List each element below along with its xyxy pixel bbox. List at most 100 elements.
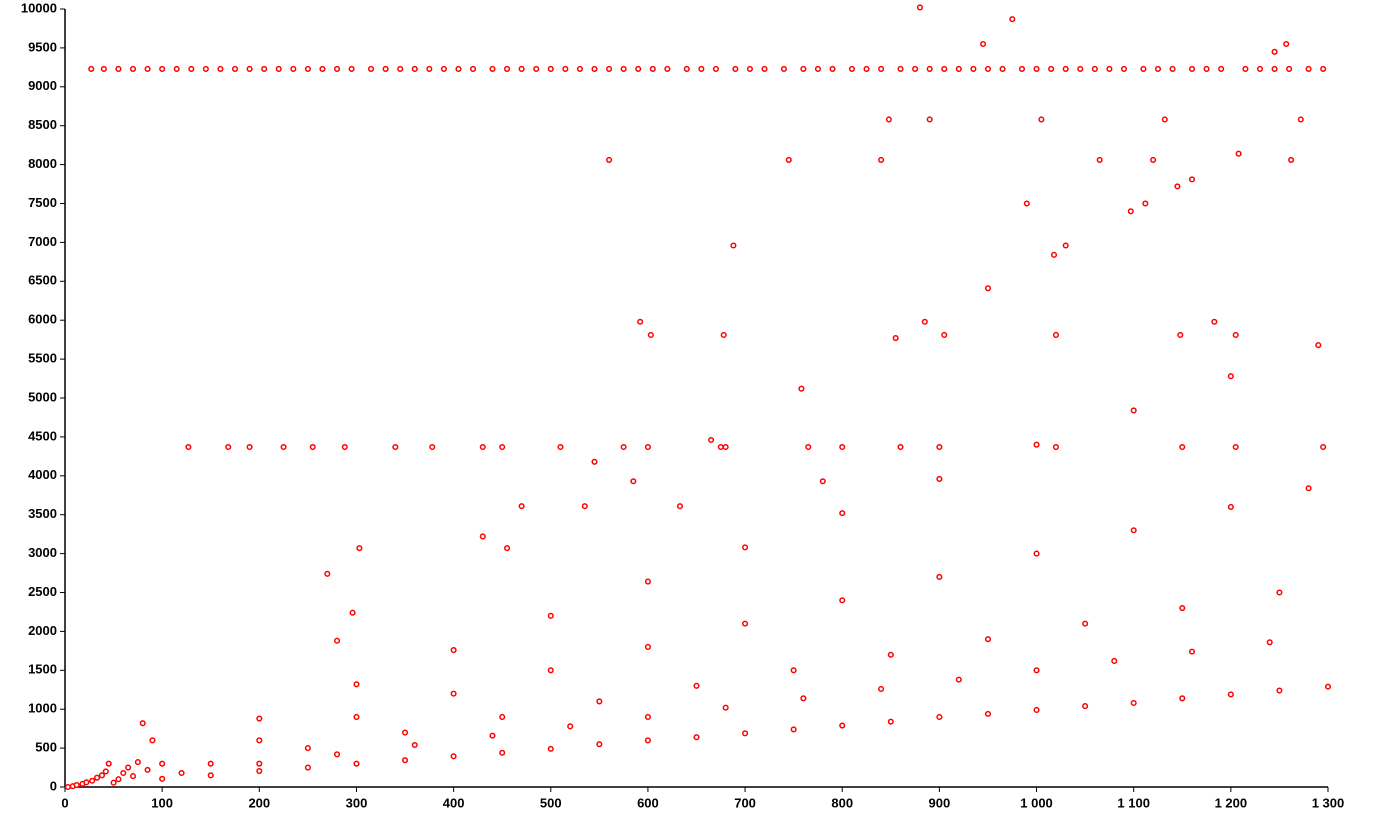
- point: [1023, 200, 1030, 207]
- point: [635, 65, 642, 72]
- point: [730, 242, 737, 249]
- y-tick-label: 500: [35, 740, 57, 755]
- y-tick-label: 3000: [28, 545, 57, 560]
- point: [1062, 65, 1069, 72]
- point: [185, 443, 192, 451]
- point: [878, 156, 885, 163]
- point: [897, 65, 904, 72]
- point: [1256, 65, 1264, 72]
- point: [1305, 65, 1312, 72]
- point: [367, 65, 375, 72]
- point: [479, 443, 486, 451]
- point: [98, 772, 105, 779]
- point: [1288, 156, 1295, 163]
- point: [790, 667, 797, 674]
- point: [401, 757, 409, 764]
- point: [450, 690, 457, 697]
- point: [411, 741, 418, 749]
- point: [596, 741, 603, 748]
- point: [1324, 683, 1332, 690]
- point: [144, 65, 151, 72]
- point: [356, 545, 363, 552]
- point: [73, 782, 80, 789]
- point: [341, 443, 348, 451]
- point: [798, 385, 805, 392]
- point: [839, 510, 846, 517]
- point: [256, 760, 263, 767]
- point: [129, 65, 137, 72]
- point: [576, 65, 583, 72]
- point: [450, 647, 457, 654]
- point: [984, 710, 992, 717]
- point: [518, 503, 525, 510]
- point: [1235, 150, 1242, 157]
- point: [708, 436, 715, 444]
- point: [921, 318, 928, 325]
- point: [290, 65, 297, 72]
- point: [304, 65, 311, 72]
- point: [1232, 331, 1239, 339]
- point: [207, 760, 214, 767]
- point: [780, 65, 787, 72]
- point: [649, 65, 656, 72]
- point: [115, 776, 122, 783]
- point: [256, 768, 263, 775]
- point: [392, 443, 399, 451]
- point: [324, 570, 331, 577]
- point: [1033, 550, 1040, 557]
- y-tick-label: 3500: [28, 506, 57, 521]
- point: [479, 533, 486, 540]
- point: [698, 65, 705, 72]
- point: [159, 760, 166, 767]
- point: [722, 443, 729, 451]
- point: [547, 65, 554, 72]
- point: [637, 318, 644, 325]
- point: [984, 636, 992, 643]
- point: [863, 65, 870, 72]
- point: [89, 777, 96, 784]
- point: [1009, 16, 1016, 23]
- point: [1052, 443, 1060, 451]
- point: [644, 713, 651, 721]
- x-tick-label: 1 300: [1312, 795, 1345, 810]
- point: [102, 768, 109, 775]
- y-tick-label: 7500: [28, 195, 57, 210]
- point: [397, 65, 404, 72]
- point: [742, 544, 749, 551]
- point: [936, 713, 943, 721]
- point: [450, 753, 457, 760]
- point: [717, 443, 724, 451]
- point: [620, 65, 627, 72]
- point: [1048, 65, 1055, 72]
- point: [644, 443, 651, 451]
- point: [469, 65, 477, 72]
- point: [1232, 443, 1239, 451]
- point: [1050, 251, 1058, 258]
- point: [489, 732, 496, 739]
- point: [411, 65, 418, 72]
- point: [720, 331, 727, 339]
- point: [207, 772, 214, 779]
- x-tick-label: 200: [248, 795, 270, 810]
- point: [878, 65, 885, 72]
- point: [1227, 373, 1234, 380]
- point: [129, 773, 137, 780]
- point: [1227, 691, 1234, 698]
- point: [984, 65, 992, 72]
- point: [790, 726, 797, 733]
- point: [644, 578, 651, 585]
- point: [280, 443, 287, 451]
- point: [64, 783, 71, 791]
- y-tick-label: 10000: [21, 0, 57, 15]
- point: [644, 643, 651, 651]
- point: [429, 443, 436, 451]
- point: [94, 774, 101, 781]
- point: [353, 681, 360, 688]
- point: [1179, 695, 1186, 702]
- x-tick-label: 0: [61, 795, 68, 810]
- point: [683, 65, 690, 72]
- point: [742, 730, 749, 737]
- x-tick-label: 800: [831, 795, 853, 810]
- point: [1203, 65, 1210, 72]
